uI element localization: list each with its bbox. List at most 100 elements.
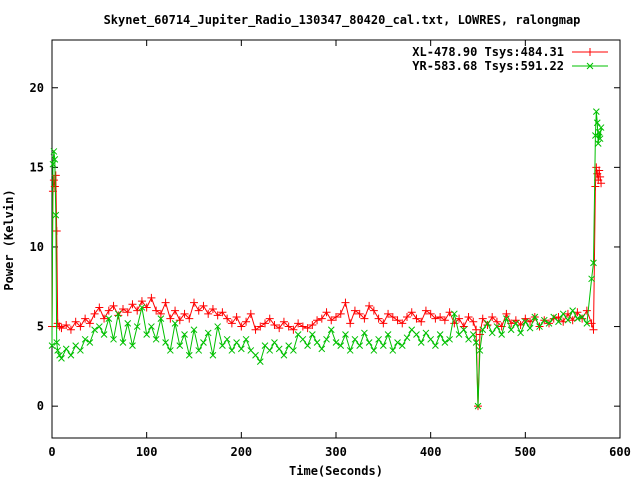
data-point	[95, 303, 104, 312]
data-point	[299, 335, 307, 343]
y-tick-label: 10	[30, 240, 44, 254]
data-point	[142, 303, 151, 312]
data-point	[294, 319, 303, 328]
data-point	[469, 331, 477, 338]
legend-label: YR-583.68 Tsys:591.22	[412, 59, 564, 73]
y-tick-label: 20	[30, 81, 44, 95]
data-point	[90, 309, 99, 318]
data-point	[161, 298, 170, 307]
data-point	[417, 317, 426, 326]
data-point	[289, 325, 298, 334]
data-point	[389, 347, 397, 354]
data-point	[137, 297, 146, 306]
data-point	[81, 314, 90, 323]
data-point	[204, 329, 212, 337]
data-point	[436, 331, 444, 338]
data-point	[227, 319, 236, 328]
data-point	[365, 339, 373, 346]
data-point	[478, 314, 487, 323]
data-point	[119, 305, 127, 314]
data-point	[62, 345, 70, 353]
data-point	[181, 331, 188, 338]
data-point	[432, 342, 439, 350]
data-point	[304, 342, 311, 350]
data-point	[417, 339, 425, 346]
data-point	[156, 309, 165, 318]
data-point	[49, 176, 58, 185]
data-point	[412, 314, 421, 323]
data-point	[555, 318, 562, 326]
data-point	[594, 140, 602, 147]
data-point	[266, 347, 274, 354]
data-point	[308, 320, 317, 329]
data-point	[469, 317, 478, 326]
data-point	[109, 301, 118, 310]
data-point	[128, 300, 137, 309]
data-point	[209, 351, 217, 359]
data-point	[147, 293, 156, 302]
data-point	[582, 306, 591, 315]
data-point	[374, 314, 383, 323]
data-point	[375, 335, 382, 343]
x-tick-label: 500	[514, 445, 536, 459]
data-point	[388, 313, 397, 322]
data-point	[360, 314, 369, 323]
data-point	[66, 325, 75, 334]
data-point	[503, 315, 510, 322]
data-point	[214, 323, 222, 330]
data-point	[256, 358, 264, 365]
data-point	[51, 156, 59, 163]
data-point	[403, 334, 411, 342]
data-point	[488, 313, 497, 322]
data-point	[341, 298, 350, 307]
data-point	[472, 325, 481, 334]
data-point	[356, 342, 364, 350]
data-point	[95, 323, 103, 330]
data-point	[308, 331, 316, 338]
data-point	[564, 316, 572, 324]
x-tick-label: 100	[136, 445, 158, 459]
y-tick-label: 15	[30, 160, 44, 174]
data-point	[50, 148, 58, 155]
data-point	[403, 313, 411, 322]
data-point	[233, 339, 240, 346]
x-tick-label: 200	[230, 445, 252, 459]
data-point	[124, 320, 132, 327]
data-point	[275, 324, 284, 333]
data-point	[81, 335, 89, 343]
series-line	[51, 111, 602, 407]
data-point	[545, 320, 553, 327]
data-point	[426, 309, 435, 318]
data-point	[342, 331, 349, 338]
data-point	[475, 330, 484, 339]
data-point	[77, 347, 84, 354]
data-point	[114, 310, 122, 318]
data-point	[62, 320, 71, 329]
data-point	[71, 317, 80, 326]
data-point	[323, 335, 330, 343]
data-point	[379, 342, 387, 350]
data-point	[526, 324, 534, 332]
data-point	[57, 324, 66, 333]
x-tick-label: 600	[609, 445, 631, 459]
data-point	[521, 318, 529, 326]
data-point	[180, 309, 189, 318]
data-point	[208, 305, 217, 314]
data-point	[441, 339, 449, 346]
x-axis: 0 100 200 300 400 500 600	[48, 40, 631, 459]
data-point	[110, 335, 117, 343]
data-point	[313, 339, 321, 346]
data-point	[190, 326, 198, 334]
series-xl	[48, 163, 606, 411]
data-point	[119, 339, 127, 346]
data-point	[58, 355, 65, 362]
data-point	[256, 322, 265, 331]
series-line	[51, 167, 602, 407]
data-point	[413, 331, 420, 338]
data-point	[190, 298, 198, 307]
data-point	[493, 323, 501, 330]
data-point	[446, 335, 453, 343]
legend-swatch-marker	[586, 62, 594, 70]
